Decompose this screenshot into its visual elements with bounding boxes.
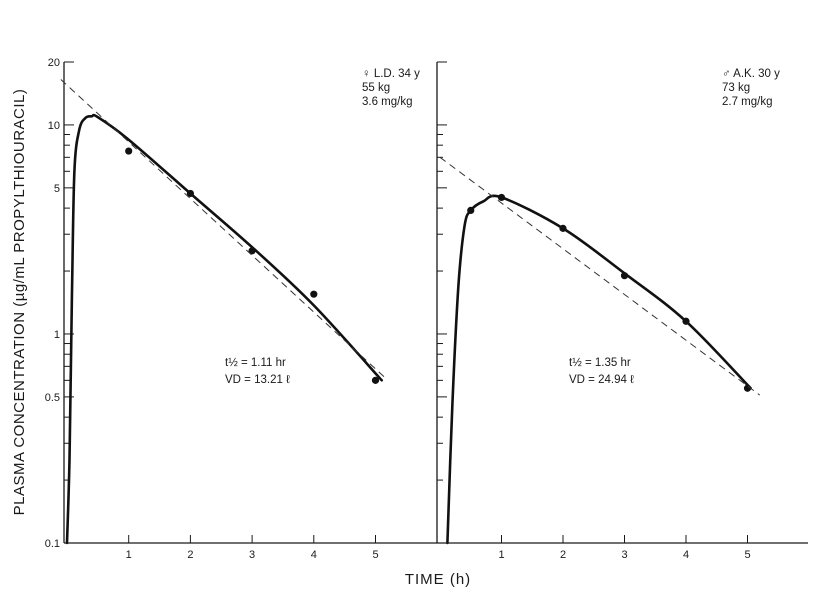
- right-pk-annotation: t½ = 1.35 hr: [569, 357, 631, 369]
- left-x-tick-label: 5: [372, 549, 378, 561]
- left-y-tick-label: 20: [48, 57, 60, 69]
- left-pk-annotation: t½ = 1.11 hr: [225, 357, 286, 369]
- left-pk-annotation: VD = 13.21 ℓ: [225, 374, 290, 386]
- x-axis-title: TIME (h): [405, 571, 471, 588]
- left-x-tick-label: 3: [249, 549, 255, 561]
- left-data-point: [371, 376, 380, 384]
- right-pk-annotation: VD = 24.94 ℓ: [569, 374, 634, 386]
- left-x-tick-label: 2: [187, 549, 193, 561]
- left-subject-info: 55 kg: [362, 82, 390, 94]
- left-fitted-curve: [65, 113, 383, 545]
- left-y-tick-label: 0.5: [45, 392, 60, 404]
- y-axis-title: PLASMA CONCENTRATION (µg/mL PROPYLTHIOUR…: [11, 89, 28, 516]
- left-y-tick-label: 0.1: [45, 538, 60, 550]
- right-x-tick-label: 2: [560, 549, 566, 561]
- left-data-point: [125, 147, 133, 155]
- left-x-tick-label: 4: [311, 549, 317, 561]
- right-extrapolated-line: [439, 156, 761, 396]
- left-extrapolated-line: [60, 79, 386, 378]
- left-y-tick-label: 1: [54, 329, 60, 341]
- right-fitted-curve: [446, 194, 752, 545]
- right-panel: 1 2 3 4 5 ♂ A.K. 30 y 73 kg 2.7 mg/kg t½ = 1.35 …: [436, 61, 780, 561]
- right-x-tick-label: 1: [498, 549, 504, 561]
- left-subject-info: ♀ L.D. 34 y: [362, 68, 420, 80]
- right-x-tick-label: 3: [621, 549, 627, 561]
- right-subject-info: 2.7 mg/kg: [722, 96, 773, 108]
- left-data-point: [310, 290, 318, 298]
- left-subject-info: 3.6 mg/kg: [362, 96, 413, 108]
- left-y-tick-label: 10: [48, 120, 60, 132]
- right-subject-info: 73 kg: [722, 82, 750, 94]
- left-panel: 0.1 0.5 1 5 10 20 1 2 3 4 5 ♀ L.D. 34 y 55 kg 3.6 mg/…: [45, 57, 420, 561]
- right-x-tick-label: 4: [683, 549, 689, 561]
- right-x-tick-label: 5: [744, 549, 750, 561]
- right-subject-info: ♂ A.K. 30 y: [722, 68, 780, 80]
- left-x-tick-label: 1: [126, 549, 132, 561]
- left-y-tick-label: 5: [54, 183, 60, 195]
